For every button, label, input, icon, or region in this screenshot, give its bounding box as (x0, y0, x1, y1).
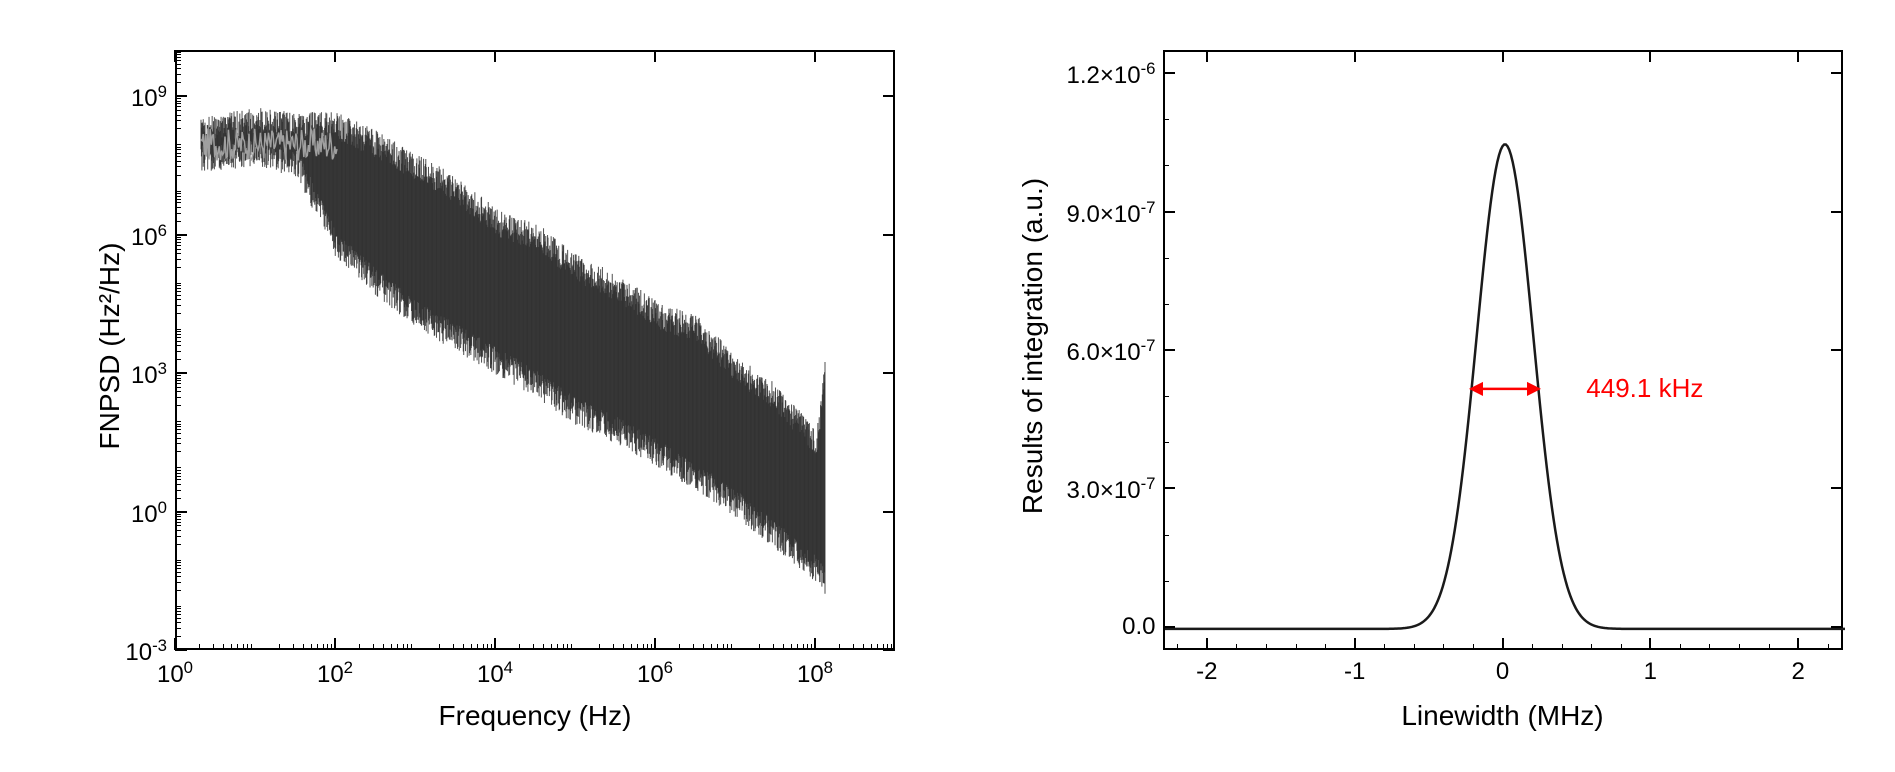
fnpsd-ytick-label: 100 (95, 498, 167, 529)
fnpsd-xtick-label: 104 (465, 658, 525, 689)
linewidth-plot-area: 449.1 kHz (1163, 50, 1843, 650)
linewidth-xtick-label: -2 (1182, 658, 1232, 686)
fnpsd-plot-area (175, 50, 895, 650)
linewidth-xlabel: Linewidth (MHz) (1163, 700, 1843, 732)
fnpsd-panel: 10-3100103106109 100102104106108 FNPSD (… (20, 20, 928, 752)
fnpsd-xtick-label: 108 (785, 658, 845, 689)
linewidth-xtick-label: 0 (1478, 658, 1528, 686)
linewidth-ylabel: Results of integration (a.u.) (1017, 166, 1049, 526)
fnpsd-xlabel-text: Frequency (Hz) (439, 700, 632, 731)
fnpsd-svg (177, 52, 897, 652)
fnpsd-xtick-label: 106 (625, 658, 685, 689)
linewidth-xlabel-text: Linewidth (MHz) (1401, 700, 1603, 731)
linewidth-xtick-label: 1 (1625, 658, 1675, 686)
figure-container: 10-3100103106109 100102104106108 FNPSD (… (0, 0, 1895, 772)
fnpsd-ylabel: FNPSD (Hz²/Hz) (94, 206, 126, 486)
fnpsd-xtick-label: 100 (145, 658, 205, 689)
linewidth-annotation-text: 449.1 kHz (1586, 373, 1703, 403)
linewidth-ytick-label: 0.0 (1028, 613, 1156, 641)
fnpsd-ylabel-text: FNPSD (Hz²/Hz) (94, 243, 125, 450)
linewidth-svg: 449.1 kHz (1165, 52, 1845, 652)
linewidth-panel: 449.1 kHz 0.03.0×10-76.0×10-79.0×10-71.2… (968, 20, 1876, 752)
linewidth-ytick-label: 1.2×10-6 (1028, 59, 1156, 90)
fnpsd-ytick-label: 109 (95, 82, 167, 113)
linewidth-xtick-label: -1 (1330, 658, 1380, 686)
fnpsd-xtick-label: 102 (305, 658, 365, 689)
fnpsd-xlabel: Frequency (Hz) (175, 700, 895, 732)
linewidth-ylabel-text: Results of integration (a.u.) (1017, 178, 1048, 514)
linewidth-xtick-label: 2 (1773, 658, 1823, 686)
